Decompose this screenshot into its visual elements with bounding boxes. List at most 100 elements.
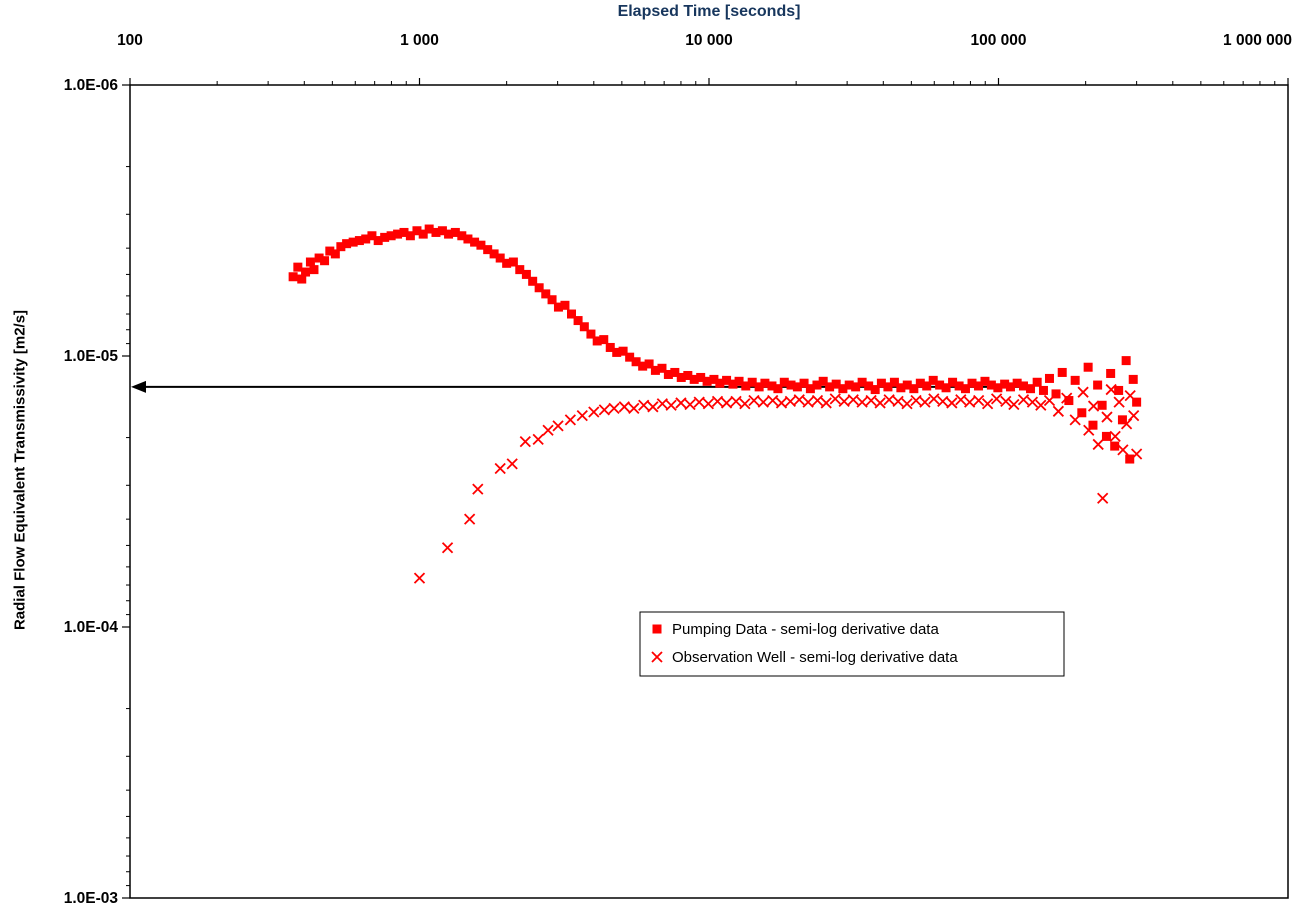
data-point-x bbox=[937, 395, 949, 407]
data-point-x bbox=[775, 397, 788, 409]
data-point-x bbox=[730, 395, 742, 407]
data-point-x bbox=[1000, 395, 1012, 407]
data-point-square bbox=[305, 257, 315, 267]
data-point-x bbox=[638, 399, 650, 411]
data-point-square bbox=[450, 227, 460, 237]
data-point-square bbox=[586, 329, 596, 339]
data-point-x bbox=[955, 394, 967, 406]
data-point-square bbox=[722, 375, 732, 385]
data-point-x bbox=[1105, 383, 1117, 396]
data-point-x bbox=[1052, 405, 1065, 417]
data-point-x bbox=[784, 395, 796, 407]
data-point-x bbox=[711, 395, 724, 407]
x-tick-label: 10 000 bbox=[685, 32, 732, 49]
data-point-square bbox=[683, 370, 693, 380]
data-point-square bbox=[663, 369, 673, 379]
y-tick-label: 1.0E-04 bbox=[64, 619, 119, 636]
data-point-x bbox=[1035, 399, 1047, 411]
x-tick-label: 1 000 bbox=[400, 32, 439, 49]
data-point-square bbox=[818, 376, 828, 386]
data-point-square bbox=[889, 377, 899, 387]
data-point-x bbox=[576, 410, 588, 422]
data-point-square bbox=[652, 624, 662, 634]
data-point-square bbox=[534, 283, 544, 293]
x-tick-label: 100 bbox=[117, 32, 143, 49]
data-point-x bbox=[702, 398, 715, 410]
data-point-square bbox=[288, 272, 298, 282]
data-point-square bbox=[592, 336, 602, 346]
data-point-square bbox=[702, 376, 712, 386]
data-point-square bbox=[812, 380, 822, 390]
legend-entry-label: Pumping Data - semi-log derivative data bbox=[672, 621, 939, 638]
data-point-square bbox=[567, 309, 577, 319]
data-point-square bbox=[657, 363, 667, 373]
data-point-x bbox=[1087, 400, 1100, 412]
data-point-square bbox=[431, 227, 441, 237]
y-axis-title: Radial Flow Equivalent Transmissivity [m… bbox=[11, 309, 29, 631]
data-point-square bbox=[1057, 367, 1067, 377]
data-point-square bbox=[483, 245, 493, 255]
data-point-square bbox=[1051, 389, 1061, 399]
data-point-x bbox=[618, 401, 630, 413]
data-point-x bbox=[1026, 396, 1039, 408]
data-point-square bbox=[573, 316, 583, 326]
data-point-x bbox=[1097, 492, 1109, 504]
data-point-square bbox=[728, 379, 738, 389]
data-point-square bbox=[650, 365, 660, 375]
data-point-x bbox=[946, 397, 958, 409]
data-point-x bbox=[973, 394, 985, 407]
data-point-square bbox=[696, 372, 706, 382]
data-point-square bbox=[1038, 385, 1048, 395]
x-axis-ticks: 100 1 000 10 000 100 000 1 000 000 bbox=[117, 32, 1292, 85]
data-point-square bbox=[342, 239, 352, 249]
data-point-square bbox=[1005, 382, 1015, 392]
data-point-x bbox=[656, 398, 668, 410]
data-point-x bbox=[981, 398, 994, 410]
data-point-x bbox=[964, 396, 976, 408]
data-point-x bbox=[892, 395, 904, 407]
plot-border bbox=[129, 84, 1289, 899]
data-point-square bbox=[631, 357, 641, 367]
data-point-square bbox=[476, 240, 486, 250]
data-point-square bbox=[954, 381, 964, 391]
data-point-square bbox=[605, 342, 615, 352]
data-point-x bbox=[651, 651, 663, 663]
data-point-square bbox=[1012, 378, 1022, 388]
data-point-x bbox=[1008, 398, 1020, 411]
data-point-x bbox=[441, 542, 454, 554]
data-point-square bbox=[864, 381, 874, 391]
data-point-x bbox=[665, 399, 677, 411]
data-point-square bbox=[948, 377, 958, 387]
data-point-x bbox=[675, 397, 687, 409]
y-tick-label: 1.0E-03 bbox=[64, 890, 119, 907]
data-point-x bbox=[588, 406, 600, 418]
data-point-x bbox=[883, 394, 895, 406]
data-point-square bbox=[412, 226, 422, 236]
data-point-square bbox=[741, 381, 751, 391]
data-point-square bbox=[1019, 381, 1029, 391]
data-point-x bbox=[608, 402, 620, 414]
data-point-square bbox=[541, 289, 551, 299]
data-point-square bbox=[883, 382, 893, 392]
x-axis-title: Elapsed Time [seconds] bbox=[617, 3, 801, 20]
data-point-x bbox=[472, 483, 484, 495]
data-point-x bbox=[919, 396, 931, 408]
data-point-square bbox=[857, 377, 867, 387]
data-point-square bbox=[754, 382, 764, 392]
data-point-square bbox=[760, 378, 770, 388]
data-point-square bbox=[393, 229, 403, 239]
data-point-square bbox=[1121, 356, 1131, 366]
data-point-square bbox=[457, 231, 467, 241]
data-point-square bbox=[625, 352, 635, 362]
data-point-square bbox=[1032, 377, 1042, 387]
data-point-square bbox=[792, 382, 802, 392]
data-point-square bbox=[928, 375, 938, 385]
data-point-x bbox=[1101, 411, 1113, 423]
data-point-x bbox=[748, 394, 760, 407]
data-point-x bbox=[1069, 414, 1081, 426]
data-point-x bbox=[990, 393, 1003, 405]
data-point-square bbox=[361, 234, 371, 244]
data-point-square bbox=[1132, 397, 1142, 407]
